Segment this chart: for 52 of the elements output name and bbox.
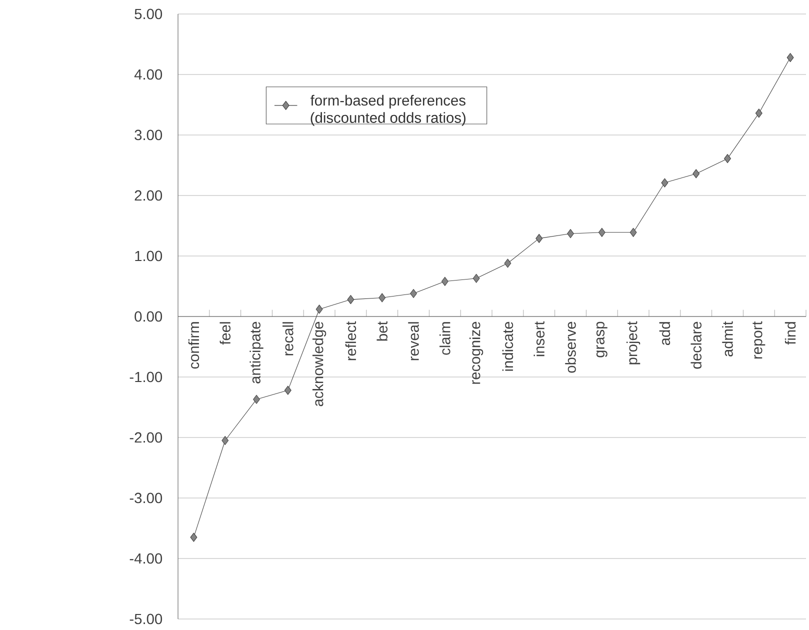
x-tick-label: project	[626, 321, 640, 364]
point	[316, 304, 323, 314]
x-tick-label: report	[752, 321, 766, 359]
point	[724, 154, 731, 164]
y-tick-label: -2.00	[130, 432, 162, 443]
point	[472, 274, 480, 283]
x-tick-label: declare	[690, 322, 702, 369]
x-tick-label: reveal	[408, 322, 419, 360]
point	[630, 228, 637, 237]
y-tick-label: 1.00	[135, 250, 162, 262]
y-tick-label: 5.00	[134, 8, 162, 20]
point	[504, 258, 512, 268]
point	[786, 53, 794, 62]
point	[661, 178, 668, 188]
y-tick-label: 0.00	[134, 311, 162, 322]
y-tick-label: -4.00	[130, 553, 162, 564]
point	[347, 295, 354, 304]
x-tick-label: bet	[376, 321, 388, 341]
x-tick-label: claim	[440, 322, 450, 355]
point	[284, 386, 292, 395]
x-tick-label: grasp	[596, 322, 608, 358]
point	[536, 234, 543, 243]
point	[410, 288, 417, 298]
point	[222, 436, 229, 446]
x-tick-label: confirm	[188, 322, 200, 369]
x-tick-label: feel	[220, 322, 230, 345]
x-tick-label: insert	[534, 321, 544, 356]
point	[190, 532, 198, 542]
y-tick-label: 3.00	[134, 130, 162, 140]
y-tick-label: 4.00	[134, 69, 162, 80]
point	[755, 108, 762, 118]
x-tick-label: find	[784, 322, 796, 345]
point	[598, 228, 606, 237]
y-tick-label: 2.00	[134, 190, 162, 201]
legend-label: form-based preferences (discounted odds ratios)	[310, 94, 466, 126]
x-tick-label: anticipate	[250, 322, 264, 384]
x-tick-label: recognize	[469, 322, 484, 384]
point	[441, 276, 448, 286]
point	[253, 394, 260, 404]
y-tick-label: -1.00	[130, 372, 162, 382]
x-tick-label: indicate	[502, 322, 514, 371]
x-tick-label: observe	[565, 322, 576, 373]
x-tick-label: admit	[722, 321, 733, 356]
point	[567, 229, 574, 238]
point	[378, 293, 386, 302]
point	[692, 169, 700, 178]
x-tick-label: acknowledge	[312, 322, 326, 406]
x-tick-label: recall	[282, 322, 294, 356]
y-tick-label: -3.00	[130, 492, 162, 504]
x-tick-label: reflect	[345, 321, 356, 360]
x-tick-label: add	[659, 322, 670, 346]
y-tick-label: -5.00	[130, 614, 162, 624]
